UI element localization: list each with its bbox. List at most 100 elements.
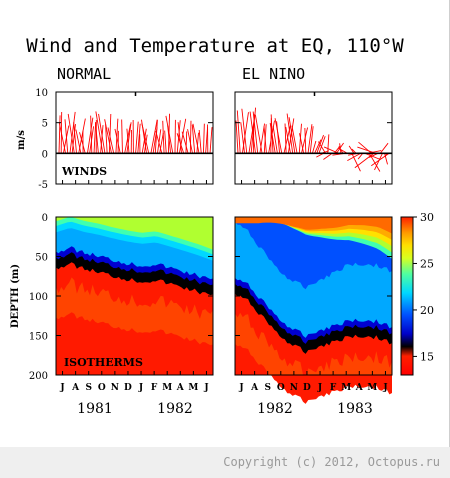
wind-tick-label: -5 (38, 180, 48, 191)
month-tick-label: A (355, 383, 364, 393)
normal-wind-panel (55, 91, 214, 185)
wind-panel-frame (234, 91, 393, 185)
elnino-isotherm-panel (234, 216, 393, 404)
month-tick-label: J (203, 383, 208, 393)
wind-stick (384, 153, 388, 165)
wind-stick (317, 141, 326, 154)
wind-stick (95, 111, 104, 154)
wind-stick (196, 132, 199, 154)
wind-stick (191, 124, 196, 154)
figure-title: Wind and Temperature at EQ, 110°W (26, 35, 404, 57)
wind-stick (157, 129, 162, 154)
wind-stick (299, 133, 305, 154)
wind-stick (87, 117, 94, 154)
wind-stick (162, 120, 165, 154)
temp-band (235, 312, 392, 379)
wind-stick (268, 120, 275, 154)
wind-stick (67, 113, 75, 154)
wind-stick (354, 152, 374, 169)
wind-stick (259, 123, 265, 154)
wind-stick (314, 139, 322, 154)
year-label-1982-right: 1982 (257, 401, 293, 417)
wind-stick (351, 153, 361, 172)
wind-stick (107, 127, 115, 154)
month-tick-label: J (59, 383, 64, 393)
wind-stick (108, 113, 112, 154)
month-tick-label: O (277, 383, 285, 393)
year-label-1981: 1981 (77, 401, 113, 417)
wind-stick (240, 122, 246, 154)
wind-stick (98, 113, 106, 154)
month-tick-label: A (176, 383, 185, 393)
month-tick-label: D (124, 383, 132, 393)
wind-stick (105, 124, 108, 154)
wind-stick (357, 146, 377, 154)
month-tick-label: D (303, 383, 311, 393)
wind-stick (69, 111, 76, 154)
wind-stick (236, 110, 241, 154)
month-tick-label: S (264, 383, 271, 393)
isotherms-label: ISOTHERMS (64, 356, 143, 369)
wind-stick (307, 124, 313, 154)
year-label-1982-left: 1982 (157, 401, 193, 417)
colorbar-tick-label: 15 (420, 350, 434, 363)
winds-label: WINDS (61, 165, 107, 178)
month-tick-label: M (341, 383, 351, 393)
wind-stick (176, 133, 185, 154)
wind-stick (159, 132, 164, 154)
wind-stick (58, 115, 61, 154)
wind-stick (274, 118, 283, 154)
wind-stick (249, 111, 256, 154)
month-tick-label: J (138, 383, 143, 393)
month-tick-label: M (188, 383, 198, 393)
wind-stick (252, 111, 259, 154)
copyright-text: Copyright (c) 2012, Octopus.ru (223, 455, 440, 469)
wind-stick (347, 152, 361, 162)
wind-stick (291, 125, 298, 154)
depth-tick-label: 0 (42, 213, 48, 224)
wind-stick (143, 134, 148, 154)
wind-stick (73, 122, 77, 154)
wind-stick (209, 127, 213, 154)
wind-stick (284, 123, 287, 154)
month-tick-label: J (238, 383, 243, 393)
wind-stick (71, 123, 76, 154)
depth-tick-label: 50 (35, 253, 48, 264)
wind-stick (79, 132, 86, 154)
month-tick-label: J (317, 383, 322, 393)
colorbar-tick-label: 30 (420, 211, 434, 224)
wind-stick (286, 113, 294, 154)
footer-bar: Copyright (c) 2012, Octopus.ru (0, 447, 450, 478)
wind-stick (304, 127, 307, 154)
warm-surface-band (235, 217, 392, 234)
wind-stick (318, 136, 326, 154)
wind-stick (154, 119, 158, 154)
wind-stick (263, 126, 267, 154)
wind-stick (269, 123, 276, 154)
wind-stick (164, 130, 167, 154)
wind-stick (241, 108, 248, 154)
temp-band (235, 343, 392, 404)
wind-stick (104, 119, 112, 154)
elnino-wind-panel (234, 91, 393, 185)
month-tick-label: A (71, 383, 80, 393)
wind-stick (248, 120, 255, 154)
month-tick-label: F (330, 383, 337, 393)
month-tick-label: F (151, 383, 158, 393)
wind-stick (90, 115, 93, 154)
wind-tick-label: 5 (42, 119, 48, 130)
depth-tick-label: 150 (29, 332, 48, 343)
wind-stick (189, 120, 192, 154)
wind-tick-label: 10 (35, 88, 48, 99)
colorbar-tick-label: 25 (420, 257, 434, 270)
wind-stick (155, 130, 163, 154)
wind-stick (301, 127, 309, 154)
month-tick-label: J (382, 383, 387, 393)
month-tick-label: A (250, 383, 259, 393)
wind-stick (379, 142, 389, 154)
wind-stick (100, 125, 104, 154)
wind-stick (338, 147, 348, 154)
wind-stick (137, 123, 141, 154)
wind-stick (371, 152, 390, 167)
